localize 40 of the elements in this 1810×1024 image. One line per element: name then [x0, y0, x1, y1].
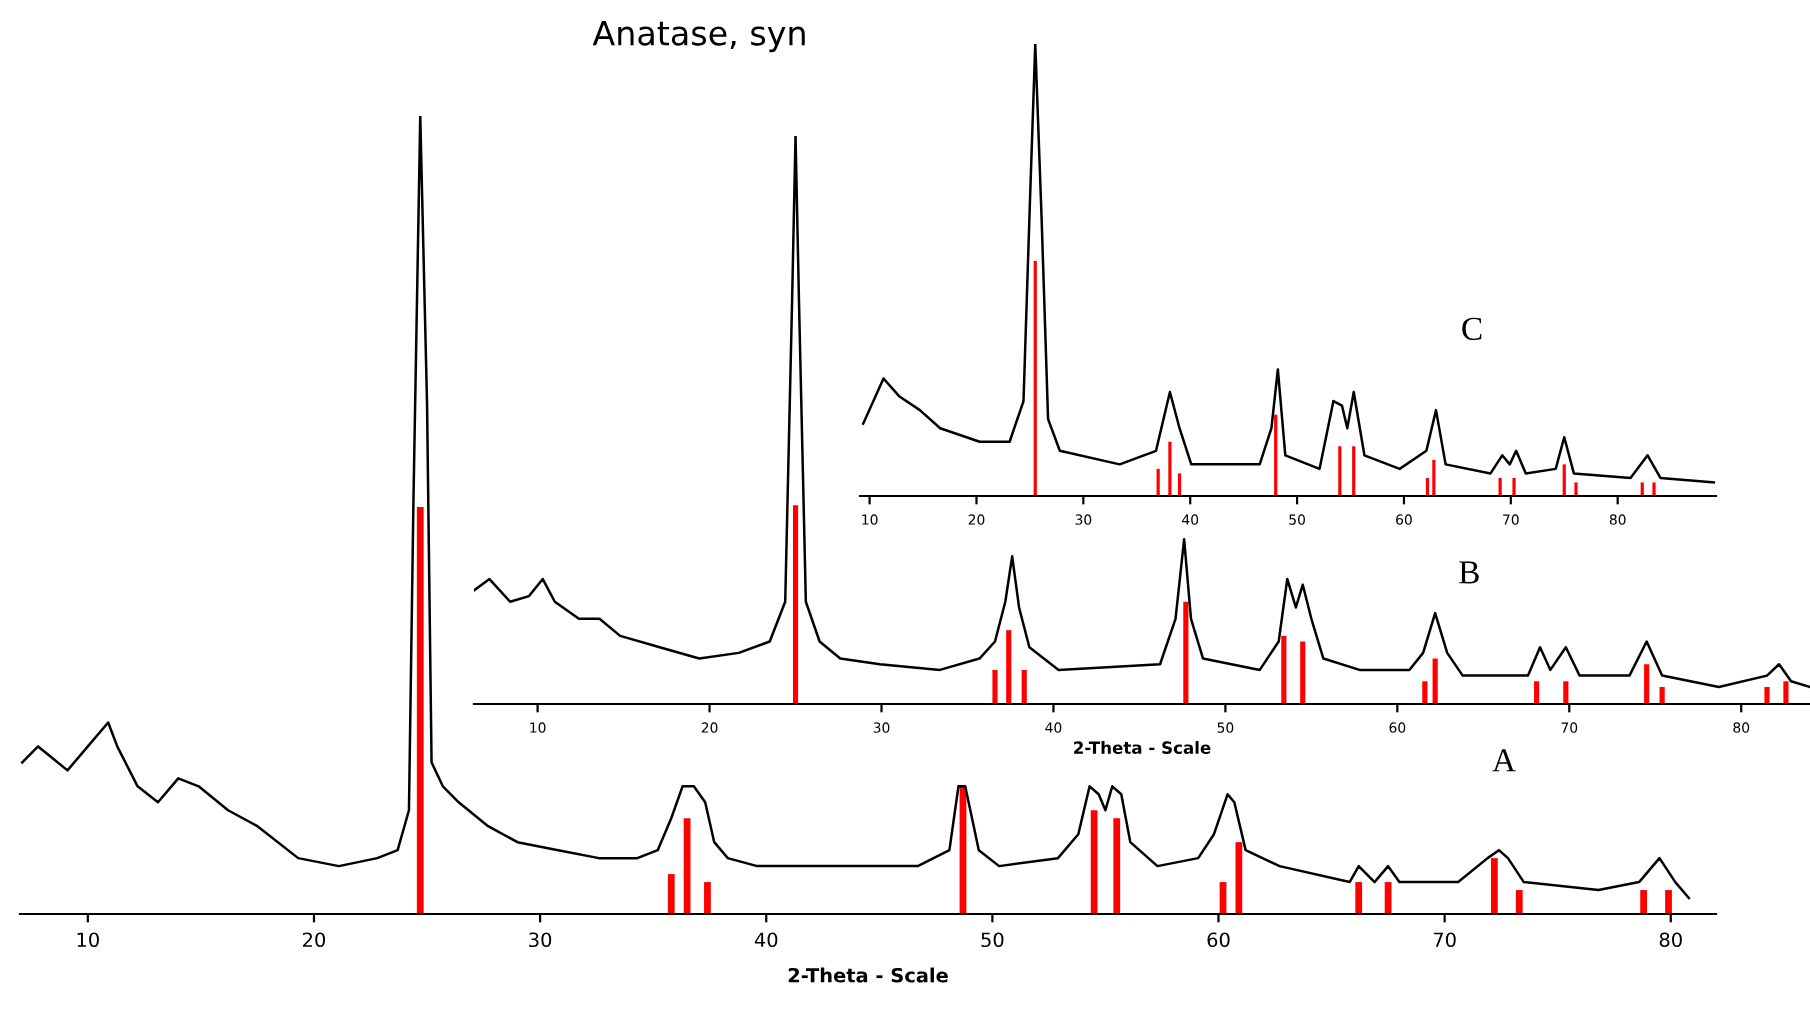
bar [1006, 630, 1012, 704]
bar [1764, 686, 1770, 704]
bar [792, 505, 799, 704]
bar [1422, 681, 1428, 704]
x-tick-label: 10 [77, 932, 99, 948]
bar [1515, 890, 1523, 914]
x-tick-label: 50 [981, 932, 1004, 948]
x-tick-label: 80 [1659, 932, 1682, 948]
bar [1534, 681, 1540, 704]
bar [1563, 681, 1569, 704]
bar [704, 882, 711, 914]
x-tick-label: 30 [529, 932, 552, 948]
x-tick-label: 70 [1433, 932, 1456, 948]
x-tick-label: 40 [754, 932, 778, 948]
bar [1355, 882, 1363, 914]
bar [1183, 601, 1189, 704]
x-axis-title: 2-Theta - Scale [788, 967, 948, 983]
x-tick-label: 60 [1207, 932, 1230, 948]
bar [1783, 681, 1789, 704]
bar [1090, 810, 1098, 914]
annotation: B [1459, 561, 1479, 584]
bar [1281, 635, 1287, 704]
bar [1665, 890, 1672, 914]
bar [992, 669, 998, 704]
x-axis-title: 2-Theta - Scale [1074, 741, 1211, 754]
bar [1644, 664, 1650, 704]
annotation: C [1462, 317, 1482, 341]
bar [1300, 641, 1306, 704]
bar [1640, 890, 1648, 914]
bar [1491, 858, 1498, 914]
bar [416, 507, 424, 914]
chart-title: Anatase, syn [592, 20, 805, 53]
x-tick-label: 20 [303, 932, 326, 948]
bar [1659, 686, 1665, 704]
bar [1113, 818, 1121, 914]
bar [1432, 658, 1438, 704]
bar [667, 874, 675, 914]
bar [1235, 842, 1243, 914]
bar [1021, 669, 1027, 704]
annotation: A [1492, 749, 1516, 772]
